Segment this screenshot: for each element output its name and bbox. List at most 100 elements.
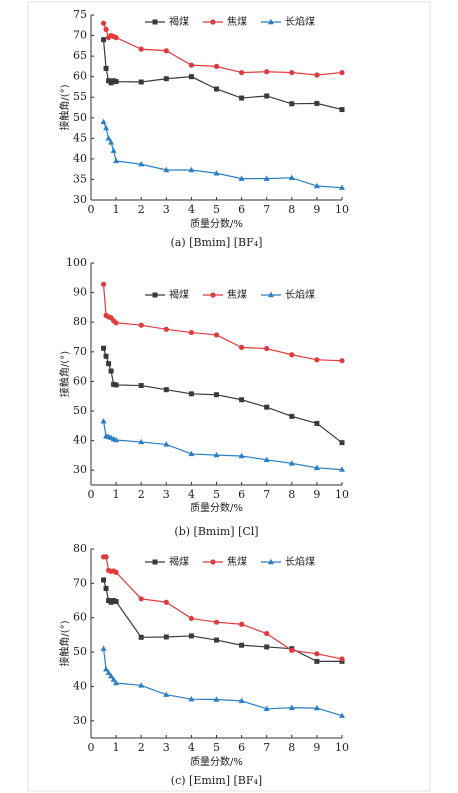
marker [106, 598, 112, 604]
marker [288, 460, 295, 466]
marker [188, 695, 195, 702]
marker [339, 712, 345, 718]
x-axis-label: 质量分数/% [190, 755, 243, 768]
series-line [102, 648, 343, 717]
marker [113, 79, 119, 85]
y-tick-label: 30 [73, 193, 87, 206]
marker [239, 621, 245, 627]
marker [106, 361, 112, 367]
series-line [102, 348, 343, 444]
marker [238, 452, 245, 459]
x-tick-label: 2 [138, 741, 145, 754]
marker [163, 691, 170, 697]
y-tick-label: 40 [73, 679, 87, 692]
marker [111, 78, 117, 84]
marker [163, 441, 170, 447]
marker [113, 157, 120, 164]
legend-marker [152, 559, 158, 565]
legend-label: 焦煤 [227, 288, 247, 301]
y-tick-label: 70 [73, 576, 87, 589]
x-tick-label: 5 [213, 741, 220, 754]
marker [288, 704, 295, 710]
marker [188, 615, 194, 622]
legend-marker [210, 559, 216, 565]
x-tick-label: 4 [188, 203, 195, 216]
marker [289, 69, 295, 76]
x-tick-label: 5 [213, 203, 220, 216]
x-tick-label: 10 [335, 488, 349, 501]
marker [288, 174, 295, 180]
y-tick-label: 70 [73, 345, 87, 358]
x-tick-label: 1 [113, 488, 120, 501]
marker [188, 74, 194, 80]
y-tick-label: 45 [73, 131, 87, 144]
x-tick-label: 8 [288, 741, 295, 754]
marker [138, 322, 144, 328]
x-tick-label: 4 [188, 488, 195, 501]
y-tick-label: 30 [73, 714, 87, 727]
y-tick-label: 60 [73, 374, 87, 387]
x-tick-label: 10 [335, 203, 349, 216]
marker [289, 647, 295, 653]
marker [113, 436, 120, 443]
marker [264, 69, 270, 75]
marker [263, 705, 270, 711]
marker [314, 100, 320, 106]
marker [103, 666, 110, 672]
legend-marker [268, 18, 274, 25]
x-tick-label: 8 [288, 488, 295, 501]
x-tick-label: 3 [163, 488, 170, 501]
legend-marker [152, 19, 158, 25]
marker [108, 599, 114, 605]
marker [138, 596, 144, 602]
marker [339, 358, 345, 364]
series-line [102, 579, 342, 662]
marker [101, 577, 107, 583]
marker [108, 672, 115, 679]
y-axis-label: 接触角/(°) [58, 84, 71, 130]
marker [138, 682, 145, 688]
caption: (a) [Bmim] [BF₄] [171, 236, 263, 249]
marker [313, 182, 320, 189]
marker [113, 569, 119, 575]
marker [314, 420, 320, 426]
x-tick-label: 0 [88, 488, 95, 501]
marker [214, 86, 219, 92]
marker [239, 69, 245, 76]
marker [264, 644, 270, 650]
marker [188, 166, 195, 173]
x-tick-label: 6 [238, 488, 245, 501]
x-tick-label: 3 [163, 741, 170, 754]
x-tick-label: 2 [138, 488, 145, 501]
legend-label: 长焰煤 [285, 288, 315, 301]
x-tick-label: 9 [313, 203, 320, 216]
marker [110, 676, 117, 682]
legend-label: 褐煤 [169, 555, 189, 568]
marker [101, 37, 107, 43]
marker [113, 320, 119, 326]
marker [111, 381, 117, 387]
marker [103, 124, 110, 131]
marker [105, 135, 112, 141]
marker [113, 599, 119, 605]
marker [100, 20, 107, 26]
marker [103, 554, 109, 560]
marker [314, 72, 320, 78]
legend-marker [210, 19, 216, 25]
legend-marker [152, 292, 158, 298]
marker [138, 46, 144, 52]
x-tick-label: 9 [313, 741, 320, 754]
marker [339, 69, 345, 76]
marker [188, 391, 194, 397]
y-tick-label: 35 [73, 172, 87, 185]
y-tick-label: 80 [73, 315, 87, 328]
marker [108, 139, 115, 145]
y-tick-label: 80 [73, 542, 87, 555]
legend-marker [210, 292, 216, 298]
marker [239, 397, 245, 403]
marker [339, 440, 345, 446]
marker [188, 450, 195, 457]
y-tick-label: 55 [73, 90, 87, 103]
marker [110, 147, 117, 153]
x-tick-label: 1 [113, 741, 120, 754]
